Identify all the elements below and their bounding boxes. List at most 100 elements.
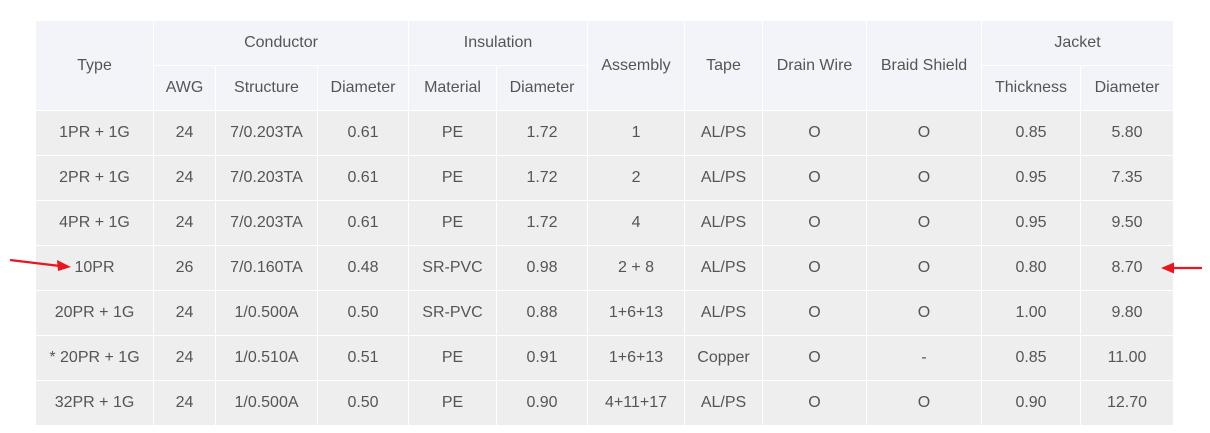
header-material: Material — [408, 65, 498, 111]
cell-structure: 7/0.203TA — [215, 155, 318, 201]
cell-material: PE — [408, 155, 498, 201]
cell-conductor-diameter: 0.50 — [316, 380, 410, 426]
header-row-subcolumns: AWG Structure Diameter Material Diameter… — [36, 65, 1175, 111]
cell-structure: 1/0.500A — [215, 380, 318, 426]
cell-conductor-diameter: 0.61 — [316, 200, 410, 246]
header-braid-shield: Braid Shield — [866, 20, 983, 111]
cell-assembly: 1 — [587, 110, 686, 156]
table-row: 2PR + 1G 24 7/0.203TA 0.61 PE 1.72 2 AL/PS O O 0.9… — [35, 155, 1175, 201]
cell-material: SR-PVC — [408, 290, 498, 336]
cell-jacket-thickness: 0.95 — [981, 155, 1082, 201]
arrow-left-icon — [1161, 262, 1202, 274]
cell-insulation-diameter: 0.90 — [496, 380, 589, 426]
table-row: 10PR 26 7/0.160TA 0.48 SR-PVC 0.98 2 + 8 AL/PS O… — [35, 245, 1175, 291]
cell-jacket-diameter: 9.50 — [1080, 200, 1175, 246]
cell-insulation-diameter: 1.72 — [496, 200, 589, 246]
cell-type: 4PR + 1G — [35, 200, 154, 246]
cell-awg: 24 — [153, 110, 216, 156]
header-tape: Tape — [684, 20, 764, 111]
cell-jacket-diameter: 9.80 — [1080, 290, 1175, 336]
cell-assembly: 2 + 8 — [587, 245, 686, 291]
cell-type: 2PR + 1G — [35, 155, 154, 201]
cell-assembly: 1+6+13 — [587, 290, 686, 336]
cell-jacket-thickness: 0.90 — [981, 380, 1082, 426]
cell-braid-shield: O — [866, 200, 983, 246]
cell-insulation-diameter: 0.91 — [496, 335, 589, 381]
table-row: 32PR + 1G 24 1/0.500A 0.50 PE 0.90 4+11+17 AL/P… — [35, 380, 1175, 426]
table-row: 1PR + 1G 24 7/0.203TA 0.61 PE 1.72 1 AL/PS O O 0.8… — [35, 110, 1175, 156]
cell-braid-shield: O — [866, 155, 983, 201]
cell-drain-wire: O — [762, 335, 868, 381]
cell-type: 32PR + 1G — [35, 380, 154, 426]
header-awg: AWG — [153, 65, 216, 111]
cell-jacket-diameter: 12.70 — [1080, 380, 1175, 426]
cell-awg: 24 — [153, 200, 216, 246]
cell-awg: 24 — [153, 155, 216, 201]
cell-jacket-diameter: 8.70 — [1080, 245, 1175, 291]
cell-assembly: 1+6+13 — [587, 335, 686, 381]
cell-conductor-diameter: 0.61 — [316, 155, 410, 201]
cell-tape: AL/PS — [684, 200, 764, 246]
cell-material: SR-PVC — [408, 245, 498, 291]
cell-drain-wire: O — [762, 245, 868, 291]
cell-jacket-diameter: 5.80 — [1080, 110, 1175, 156]
cell-material: PE — [408, 110, 498, 156]
cable-spec-table: Type Conductor Insulation Assembly Tape … — [35, 20, 1175, 426]
cell-tape: Copper — [684, 335, 764, 381]
cell-jacket-diameter: 11.00 — [1080, 335, 1175, 381]
cell-material: PE — [408, 335, 498, 381]
cell-assembly: 2 — [587, 155, 686, 201]
cell-insulation-diameter: 1.72 — [496, 110, 589, 156]
header-conductor: Conductor — [152, 20, 410, 66]
cell-jacket-thickness: 0.80 — [981, 245, 1082, 291]
header-jacket-diameter: Diameter — [1080, 65, 1175, 111]
cell-drain-wire: O — [762, 200, 868, 246]
cell-tape: AL/PS — [684, 290, 764, 336]
cell-insulation-diameter: 0.98 — [496, 245, 589, 291]
cell-drain-wire: O — [762, 110, 868, 156]
cell-type: * 20PR + 1G — [35, 335, 154, 381]
cell-tape: AL/PS — [684, 110, 764, 156]
cell-braid-shield: O — [866, 245, 983, 291]
cell-structure: 7/0.160TA — [215, 245, 318, 291]
cell-drain-wire: O — [762, 290, 868, 336]
arrow-right-icon — [9, 258, 71, 271]
cell-type: 1PR + 1G — [35, 110, 154, 156]
cell-awg: 26 — [153, 245, 216, 291]
header-thickness: Thickness — [981, 65, 1082, 111]
cell-assembly: 4 — [587, 200, 686, 246]
cell-structure: 1/0.510A — [215, 335, 318, 381]
cell-material: PE — [408, 200, 498, 246]
header-row-groups: Type Conductor Insulation Assembly Tape … — [35, 20, 1175, 111]
header-insulation-diameter: Diameter — [496, 65, 589, 111]
header-assembly: Assembly — [587, 20, 686, 111]
cell-insulation-diameter: 0.88 — [496, 290, 589, 336]
cell-tape: AL/PS — [684, 245, 764, 291]
cell-structure: 1/0.500A — [215, 290, 318, 336]
cell-awg: 24 — [153, 335, 216, 381]
cell-drain-wire: O — [762, 155, 868, 201]
cell-material: PE — [408, 380, 498, 426]
cell-jacket-thickness: 0.95 — [981, 200, 1082, 246]
cell-braid-shield: O — [866, 380, 983, 426]
cell-tape: AL/PS — [684, 380, 764, 426]
table-row: * 20PR + 1G 24 1/0.510A 0.51 PE 0.91 1+6+13 Cop… — [35, 335, 1175, 381]
header-structure: Structure — [215, 65, 318, 111]
cell-type: 20PR + 1G — [35, 290, 154, 336]
cell-braid-shield: O — [866, 290, 983, 336]
header-conductor-diameter: Diameter — [316, 65, 410, 111]
cell-jacket-thickness: 0.85 — [981, 335, 1082, 381]
cell-conductor-diameter: 0.48 — [316, 245, 410, 291]
cell-braid-shield: - — [866, 335, 983, 381]
cell-braid-shield: O — [866, 110, 983, 156]
table-body: 1PR + 1G 24 7/0.203TA 0.61 PE 1.72 1 AL/PS O O 0.8… — [35, 110, 1175, 426]
cell-awg: 24 — [153, 290, 216, 336]
table-row: 20PR + 1G 24 1/0.500A 0.50 SR-PVC 0.88 1+6+13 A… — [35, 290, 1175, 336]
cell-type: 10PR — [35, 245, 154, 291]
cell-assembly: 4+11+17 — [587, 380, 686, 426]
cell-awg: 24 — [153, 380, 216, 426]
cell-conductor-diameter: 0.51 — [316, 335, 410, 381]
header-insulation: Insulation — [408, 20, 589, 66]
header-jacket: Jacket — [981, 20, 1175, 66]
cell-tape: AL/PS — [684, 155, 764, 201]
